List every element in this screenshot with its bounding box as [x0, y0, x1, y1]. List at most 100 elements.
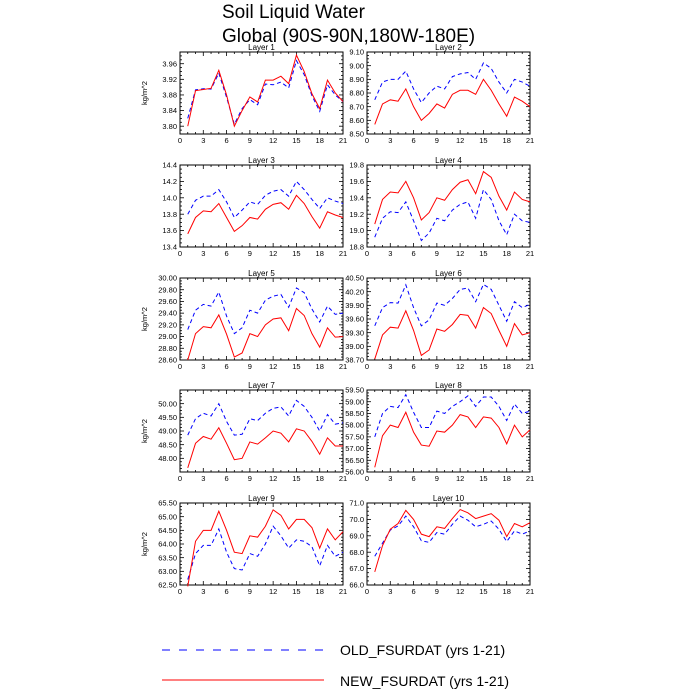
layer-9-title: Layer 9	[248, 494, 275, 503]
layer-10-old-fsurdat-line	[374, 515, 531, 557]
layer-10-xtick-label: 12	[456, 587, 464, 596]
layer-9-ytick-label: 62.50	[158, 581, 177, 590]
layer-1-ytick-label: 3.96	[162, 59, 177, 68]
layer-2-ytick-label: 8.90	[349, 75, 364, 84]
layer-5-ytick-label: 29.40	[158, 309, 177, 318]
layer-5-ylabel: kg/m^2	[140, 307, 149, 331]
layer-7-ytick-label: 48.00	[158, 454, 177, 463]
layer-8-ytick-label: 59.50	[345, 386, 364, 395]
layer-10-ytick-label: 71.0	[349, 499, 364, 508]
layer-1-xtick-label: 9	[248, 136, 252, 145]
layer-7-xtick-label: 12	[269, 474, 277, 483]
layer-8-ytick-label: 58.00	[345, 421, 364, 430]
layer-1-xtick-label: 18	[316, 136, 324, 145]
layer-2-old-fsurdat-line	[374, 62, 531, 104]
layer-7-new-fsurdat-line	[187, 426, 343, 469]
layer-3-xtick-label: 9	[248, 249, 252, 258]
layer-3-ytick-label: 13.8	[162, 210, 177, 219]
layer-9-xtick-label: 3	[201, 587, 205, 596]
layer-2-xtick-label: 6	[411, 136, 415, 145]
layer-3-old-fsurdat-line	[187, 180, 344, 219]
layer-1-ytick-label: 3.84	[162, 106, 177, 115]
layer-7-ytick-label: 49.50	[158, 413, 177, 422]
layer-4-ytick-label: 19.0	[349, 226, 364, 235]
layer-9-xtick-label: 15	[292, 587, 300, 596]
layer-8-ytick-label: 59.00	[345, 397, 364, 406]
layer-4-xtick-label: 21	[526, 249, 534, 258]
layer-2-ytick-label: 9.10	[349, 48, 364, 57]
layer-2-ytick-label: 9.00	[349, 61, 364, 70]
layer-10-xtick-label: 21	[526, 587, 534, 596]
layer-5-ytick-label: 29.60	[158, 297, 177, 306]
layer-2-ytick-label: 8.50	[349, 130, 364, 139]
layer-1-old-fsurdat-line	[187, 59, 344, 126]
layer-3-xtick-label: 21	[339, 249, 347, 258]
layer-3-xtick-label: 15	[292, 249, 300, 258]
layer-4-old-fsurdat-line	[374, 188, 531, 242]
layer-4-xtick-label: 12	[456, 249, 464, 258]
layer-8-xtick-label: 15	[479, 474, 487, 483]
layer-9-ytick-label: 64.00	[158, 540, 177, 549]
layer-3-ytick-label: 14.4	[162, 161, 177, 170]
layer-4-ytick-label: 19.2	[349, 210, 364, 219]
layer-8-new-fsurdat-line	[374, 411, 531, 468]
layer-5-ytick-label: 28.60	[158, 356, 177, 365]
layer-9-xtick-label: 18	[316, 587, 324, 596]
layer-10-title: Layer 10	[433, 494, 465, 503]
layer-10-xtick-label: 18	[503, 587, 511, 596]
layer-7-ytick-label: 48.50	[158, 440, 177, 449]
layer-8-ytick-label: 58.50	[345, 409, 364, 418]
layer-8-ytick-label: 56.00	[345, 468, 364, 477]
legend-old-label: OLD_FSURDAT (yrs 1-21)	[340, 642, 505, 658]
layer-3-xtick-label: 0	[178, 249, 182, 258]
layer-3-xtick-label: 3	[201, 249, 205, 258]
layer-9-xtick-label: 21	[339, 587, 347, 596]
layer-1-title: Layer 1	[248, 43, 275, 52]
layer-3-ytick-label: 14.2	[162, 177, 177, 186]
layer-1-ytick-label: 3.92	[162, 75, 177, 84]
layer-4-new-fsurdat-line	[374, 170, 531, 225]
layer-10-ytick-label: 68.0	[349, 548, 364, 557]
layer-5-xtick-label: 3	[201, 362, 205, 371]
layer-6-panel: Layer 6 0 3 6 9 12 15 18 21 38.70 39.00 39.30 39.60 3…	[345, 269, 534, 371]
layer-9-ytick-label: 64.50	[158, 526, 177, 535]
layer-5-ytick-label: 30.00	[158, 274, 177, 283]
layer-6-xtick-label: 9	[435, 362, 439, 371]
layer-7-old-fsurdat-line	[187, 399, 344, 436]
layer-9-xtick-label: 0	[178, 587, 182, 596]
layer-5-ytick-label: 29.00	[158, 332, 177, 341]
layer-9-xtick-label: 9	[248, 587, 252, 596]
layer-10-ytick-label: 66.0	[349, 581, 364, 590]
layer-10-xtick-label: 0	[365, 587, 369, 596]
layer-5-new-fsurdat-line	[187, 307, 344, 361]
layer-7-ytick-label: 50.00	[158, 399, 177, 408]
layer-3-ytick-label: 13.4	[162, 243, 177, 252]
layer-2-xtick-label: 9	[435, 136, 439, 145]
layer-6-frame	[366, 277, 531, 361]
layer-5-title: Layer 5	[248, 269, 275, 278]
layer-4-ytick-label: 19.4	[349, 193, 364, 202]
layer-7-xtick-label: 6	[224, 474, 228, 483]
layer-9-panel: Layer 9 0 3 6 9 12 15 18 21 62.50 63.00 63.50 64.00 6…	[140, 494, 347, 596]
panels: Layer 10 3 6 9 12 15 18 213.803.843.883.923.96k…	[140, 43, 534, 596]
layer-9-xtick-label: 12	[269, 587, 277, 596]
legend: OLD_FSURDAT (yrs 1-21) NEW_FSURDAT (yrs …	[162, 642, 509, 689]
layer-8-ytick-label: 57.00	[345, 444, 364, 453]
legend-new-label: NEW_FSURDAT (yrs 1-21)	[340, 673, 509, 689]
layer-1-xtick-label: 15	[292, 136, 300, 145]
layer-3-ytick-label: 14.0	[162, 193, 177, 202]
title-line2: Global (90S-90N,180W-180E)	[222, 26, 475, 47]
layer-9-ytick-label: 65.00	[158, 512, 177, 521]
layer-9-new-fsurdat-line	[187, 509, 344, 587]
layer-4-xtick-label: 6	[411, 249, 415, 258]
layer-4-xtick-label: 0	[365, 249, 369, 258]
layer-4-ytick-label: 19.8	[349, 161, 364, 170]
layer-6-xtick-label: 0	[365, 362, 369, 371]
layer-5-xtick-label: 21	[339, 362, 347, 371]
layer-8-xtick-label: 21	[526, 474, 534, 483]
layer-5-xtick-label: 12	[269, 362, 277, 371]
layer-2-xtick-label: 15	[479, 136, 487, 145]
layer-5-xtick-label: 9	[248, 362, 252, 371]
layer-7-xtick-label: 3	[201, 474, 205, 483]
layer-10-xtick-label: 9	[435, 587, 439, 596]
